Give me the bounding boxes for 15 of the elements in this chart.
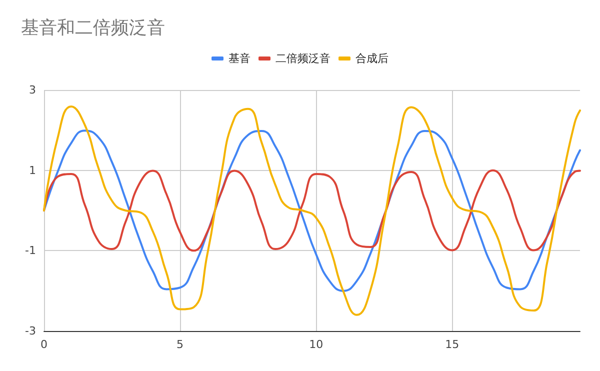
legend-label: 合成后 <box>356 52 388 65</box>
y-tick-label: 1 <box>29 164 36 177</box>
y-tick-label: 3 <box>29 84 36 96</box>
line-series <box>43 169 581 252</box>
x-tick-label: 15 <box>445 338 460 351</box>
line-series <box>43 130 581 292</box>
legend-label: 基音 <box>228 52 250 65</box>
x-tick-label: 0 <box>40 338 48 351</box>
chart-title: 基音和二倍频泛音 <box>21 18 165 38</box>
line-series <box>43 105 581 316</box>
x-tick-label: 5 <box>176 338 184 351</box>
y-tick-label: -3 <box>25 324 36 338</box>
legend-label: 二倍频泛音 <box>276 52 330 65</box>
y-tick-label: -1 <box>25 244 36 258</box>
x-tick-label: 10 <box>309 338 324 351</box>
